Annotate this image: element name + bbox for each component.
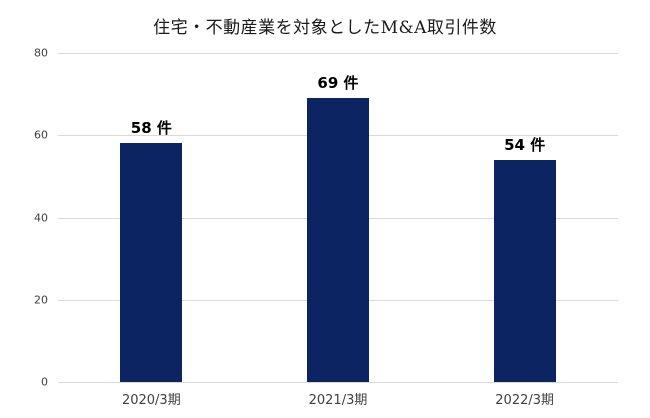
chart-title: 住宅・不動産業を対象としたM&A取引件数 <box>153 18 497 38</box>
bar <box>120 143 183 382</box>
bar-value-label: 58 件 <box>130 119 172 138</box>
y-axis-tick-label: 20 <box>34 293 48 307</box>
x-axis-label: 2021/3期 <box>308 393 368 408</box>
x-axis-label: 2020/3期 <box>121 393 181 408</box>
y-axis-tick-label: 60 <box>34 128 48 142</box>
y-axis-tick-label: 0 <box>41 375 48 389</box>
bar-value-label: 54 件 <box>504 135 546 154</box>
bar-group: 54 件 <box>431 53 618 382</box>
bar <box>493 159 556 382</box>
plot-area: 58 件 69 件 54 件 <box>58 53 618 383</box>
y-axis-tick-label: 80 <box>34 46 48 60</box>
y-axis-tick-label: 40 <box>34 211 48 224</box>
x-axis: 2020/3期 2021/3期 2022/3期 <box>58 389 618 409</box>
x-axis-label: 2022/3期 <box>495 393 555 408</box>
gridline <box>58 53 618 54</box>
bar-group: 58 件 <box>58 53 245 382</box>
y-axis: 0 20 40 60 80 <box>0 47 48 389</box>
gridline <box>58 382 618 383</box>
bar-group: 69 件 <box>245 53 432 382</box>
bar-value-label: 69 件 <box>317 74 359 93</box>
bar <box>306 98 369 382</box>
